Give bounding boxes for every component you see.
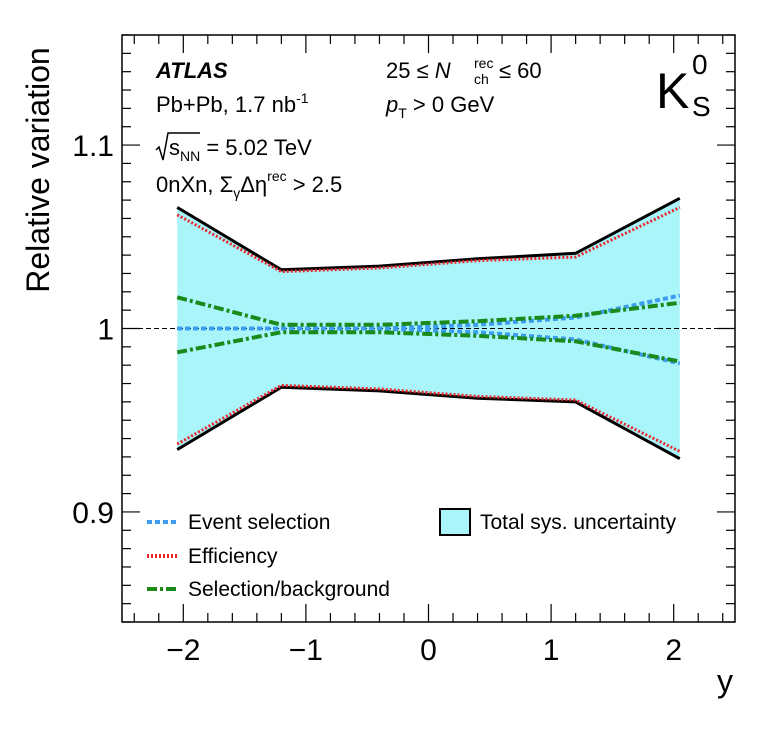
particle-label: K 0 S — [656, 49, 711, 122]
particle-sup: 0 — [692, 49, 708, 80]
legend-label-total-sys: Total sys. uncertainty — [480, 511, 677, 534]
energy-value: = 5.02 TeV — [200, 135, 312, 160]
x-tick-label: 1 — [543, 634, 560, 667]
series-lower-selection-background — [176, 330, 681, 364]
pt-p: p — [385, 92, 398, 117]
x-tick-label: −2 — [166, 634, 200, 667]
energy-s: s — [169, 135, 180, 160]
particle-sub: S — [692, 91, 711, 122]
energy-text: sNN = 5.02 TeV — [169, 135, 312, 164]
x-tick-label: 2 — [665, 634, 682, 667]
band-lower-edge-total-sys-uncertainty — [176, 385, 681, 461]
x-tick-label: −1 — [289, 634, 323, 667]
energy-sub: NN — [180, 148, 200, 164]
class-pre: 0nXn, Σ — [156, 172, 233, 197]
legend-label-efficiency: Efficiency — [188, 545, 278, 568]
legend-label-selection-background: Selection/background — [188, 578, 390, 601]
nch-label: 25 ≤ N rec ch ≤ 60 — [386, 55, 542, 87]
series-lower-efficiency — [176, 383, 681, 453]
class-sup: rec — [267, 168, 286, 184]
legend: Event selection Efficiency Selection/bac… — [147, 508, 677, 601]
band-upper-edge-total-sys-uncertainty — [176, 196, 681, 272]
legend-swatch-total-sys — [439, 508, 471, 536]
nch-sup: rec — [474, 55, 493, 71]
nch-main: 25 ≤ N — [386, 58, 451, 83]
x-axis-title: y — [717, 663, 733, 699]
particle-k: K — [656, 63, 689, 119]
pt-post: > 0 GeV — [407, 92, 495, 117]
class-post: > 2.5 — [287, 172, 343, 197]
lines-layer — [122, 196, 735, 461]
nch-post: ≤ 60 — [499, 58, 542, 83]
series-upper-efficiency — [176, 206, 681, 274]
y-axis-title: Relative variation — [20, 47, 56, 292]
class-label: 0nXn, ΣγΔηrec > 2.5 — [156, 168, 342, 201]
series-upper-selection-background — [176, 295, 681, 327]
sqrt-symbol — [155, 132, 200, 161]
nch-sub: ch — [474, 71, 489, 87]
legend-label-event-selection: Event selection — [188, 511, 330, 534]
system-label: Pb+Pb, 1.7 nb-1 — [156, 90, 309, 117]
y-tick-label: 0.9 — [72, 497, 114, 530]
frame-layer: −2 −1 0 1 2 0.9 1 1.1 — [72, 34, 736, 667]
system-exponent: -1 — [296, 90, 309, 106]
pt-label: pT > 0 GeV — [385, 92, 495, 121]
pt-sub: T — [398, 105, 407, 121]
x-tick-label: 0 — [420, 634, 437, 667]
energy-label: sNN = 5.02 TeV — [155, 132, 312, 164]
atlas-label: ATLAS — [155, 58, 228, 83]
class-mid: Δη — [240, 172, 267, 197]
class-sub: γ — [233, 185, 240, 201]
nch-n: N — [435, 58, 451, 83]
y-tick-label: 1.1 — [72, 130, 114, 163]
system-text: Pb+Pb, 1.7 nb — [156, 92, 296, 117]
nch-pre: 25 ≤ — [386, 58, 435, 83]
y-tick-label: 1 — [97, 314, 114, 347]
